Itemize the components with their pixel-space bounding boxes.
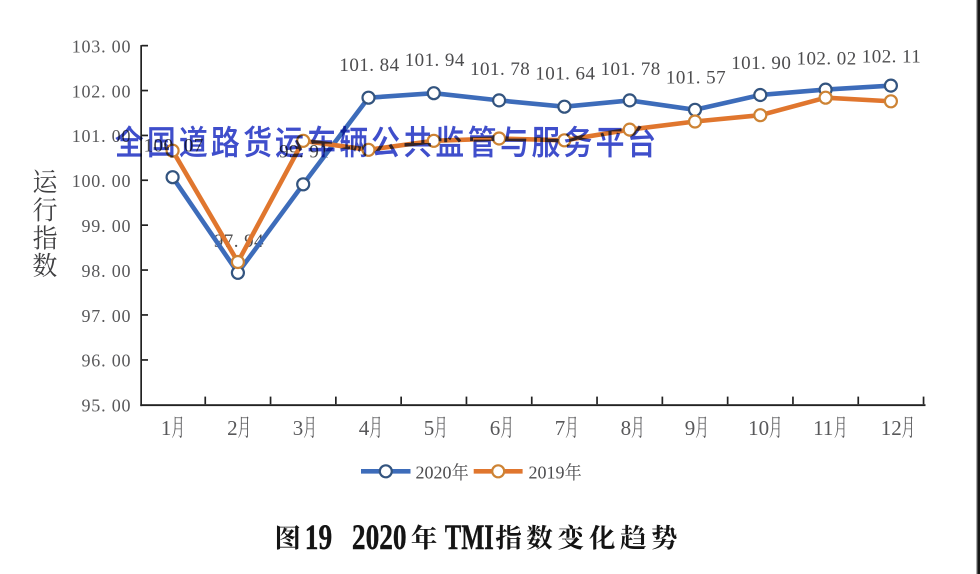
svg-text:96. 00: 96. 00 [82, 351, 132, 371]
svg-text:2020: 2020 [352, 517, 407, 556]
svg-text:98. 00: 98. 00 [82, 261, 132, 281]
svg-text:4: 4 [359, 416, 370, 440]
svg-text:9: 9 [685, 416, 696, 440]
svg-text:10: 10 [748, 416, 769, 440]
svg-text:TMI: TMI [445, 517, 494, 557]
svg-text:101. 94: 101. 94 [405, 50, 465, 71]
svg-text:101. 64: 101. 64 [535, 64, 595, 85]
svg-text:11: 11 [813, 416, 833, 440]
svg-text:101. 57: 101. 57 [666, 68, 726, 89]
svg-text:1: 1 [161, 416, 172, 440]
svg-text:101. 78: 101. 78 [470, 59, 530, 80]
svg-text:101. 84: 101. 84 [339, 55, 399, 76]
svg-text:101. 90: 101. 90 [731, 53, 791, 74]
svg-text:2019: 2019 [529, 463, 565, 483]
svg-text:2020: 2020 [416, 463, 452, 483]
svg-text:99. 00: 99. 00 [82, 216, 132, 236]
svg-text:19: 19 [305, 517, 332, 556]
svg-text:102. 00: 102. 00 [72, 81, 132, 101]
svg-text:3: 3 [293, 416, 304, 440]
svg-text:5: 5 [424, 416, 435, 440]
svg-text:101. 00: 101. 00 [72, 126, 132, 146]
svg-text:2: 2 [227, 416, 238, 440]
svg-text:100. 00: 100. 00 [72, 171, 132, 191]
svg-text:95. 00: 95. 00 [82, 396, 132, 416]
svg-text:8: 8 [621, 416, 632, 440]
svg-text:103. 00: 103. 00 [72, 36, 132, 56]
svg-text:12: 12 [881, 416, 902, 440]
svg-text:102. 11: 102. 11 [862, 47, 921, 68]
svg-text:102. 02: 102. 02 [797, 49, 857, 70]
svg-text:7: 7 [555, 416, 566, 440]
svg-text:101. 78: 101. 78 [601, 59, 661, 80]
svg-text:6: 6 [490, 416, 501, 440]
svg-text:97. 00: 97. 00 [82, 306, 132, 326]
